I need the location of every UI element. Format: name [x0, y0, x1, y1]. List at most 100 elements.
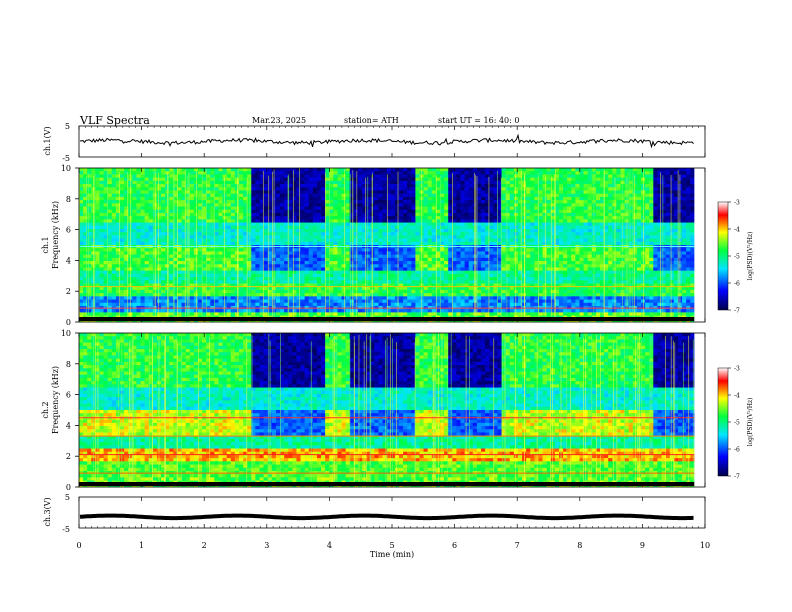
spec1-cell — [247, 264, 252, 268]
spec1-cell — [259, 228, 265, 233]
spec1-cell — [275, 187, 281, 191]
spec1-cell — [304, 212, 310, 217]
spec1-cell — [378, 264, 383, 268]
spec1-cell — [476, 184, 482, 188]
spec1-cell — [284, 174, 289, 179]
spec1-cell — [243, 171, 248, 175]
spec1-cell — [464, 212, 470, 217]
spec1-cell — [115, 219, 121, 223]
spec1-cell — [312, 228, 318, 233]
spec1-cell — [378, 206, 383, 211]
spec1-cell — [275, 254, 281, 259]
spec1-cell — [292, 209, 297, 214]
spec1-cell — [312, 190, 318, 195]
spec1-cell — [206, 309, 211, 313]
spec1-cell — [177, 312, 182, 316]
spec1-cell — [435, 171, 441, 175]
spec1-cell — [394, 235, 400, 239]
spec1-cell — [362, 302, 367, 307]
spec1-cell — [329, 200, 334, 204]
spec1-cell — [193, 232, 199, 236]
spec1-cell — [111, 270, 117, 275]
spec1-cell — [267, 225, 273, 230]
spec1-cell — [325, 225, 330, 230]
spec1-cell — [501, 206, 507, 211]
spec1-cell — [275, 209, 281, 214]
spec1-cell — [238, 238, 244, 243]
spec1-cell — [308, 228, 314, 233]
spec1-cell — [148, 238, 154, 243]
spec1-cell — [353, 235, 359, 239]
spec1-cell — [251, 277, 256, 281]
spec1-cell — [476, 203, 482, 207]
spec1-cell — [353, 286, 359, 291]
spec1-cell — [423, 299, 429, 304]
spec1-cell — [148, 248, 154, 252]
spec1-cell — [136, 270, 141, 275]
spec1-cell — [83, 309, 88, 313]
spec1-cell — [251, 225, 256, 230]
spec1-cell — [247, 174, 252, 179]
spec1-cell — [300, 264, 306, 268]
spec1-cell — [193, 289, 199, 294]
spec1-cell — [489, 277, 494, 281]
spec1-cell — [337, 267, 342, 272]
spec1-cell — [288, 254, 293, 259]
spec1-cell — [366, 187, 371, 191]
spec1-cell — [280, 235, 285, 239]
spec1-cell — [423, 171, 429, 175]
spec1-cell — [140, 261, 146, 265]
spec1-cell — [485, 171, 490, 175]
spec1-cell — [111, 193, 117, 198]
spec1-cell — [202, 312, 207, 316]
spec1-cell — [152, 193, 158, 198]
spec1-cell — [148, 289, 154, 294]
spec1-cell — [275, 222, 281, 227]
spec1-cell — [497, 200, 502, 204]
spec1-cell — [353, 280, 359, 284]
spec1-cell — [247, 273, 252, 278]
spec1-cell — [456, 273, 461, 278]
spec1-cell — [427, 302, 433, 307]
spec1-cell — [275, 270, 281, 275]
spec1-cell — [185, 302, 191, 307]
spec1-cell — [177, 206, 182, 211]
spec1-cell — [489, 312, 494, 316]
spec1-cell — [357, 251, 363, 256]
spec1-cell — [79, 251, 84, 256]
spec1-cell — [280, 187, 285, 191]
spec1-cell — [193, 286, 199, 291]
spec1-cell — [435, 190, 441, 195]
spec1-cell — [152, 257, 158, 262]
spec1-cell — [226, 248, 232, 252]
spec1-cell — [329, 293, 334, 297]
spec1-cell — [329, 190, 334, 195]
spec1-cell — [468, 174, 474, 179]
spec1-cell — [99, 312, 105, 316]
spec1-cell — [111, 225, 117, 230]
spec1-cell — [124, 261, 129, 265]
spec1-cell — [243, 196, 248, 201]
spec1-cell — [148, 212, 154, 217]
spec1-cell — [386, 264, 392, 268]
spec1-cell — [329, 174, 334, 179]
spec1-cell — [341, 219, 347, 223]
spec1-cell — [411, 206, 416, 211]
spec1-cell — [193, 225, 199, 230]
spec1-cell — [115, 222, 121, 227]
spec1-cell — [308, 174, 314, 179]
spec1-cell — [230, 264, 236, 268]
spec1-cell — [407, 296, 412, 300]
spec1-cell — [218, 232, 223, 236]
spec1-cell — [107, 264, 113, 268]
spec1-cell — [407, 273, 412, 278]
spec1-cell — [169, 251, 174, 256]
spec1-cell — [329, 270, 334, 275]
spec1-cell — [144, 216, 150, 220]
spec1-cell — [144, 277, 150, 281]
spec1-cell — [230, 168, 236, 172]
spec1-cell — [226, 238, 232, 243]
spec1-cell — [440, 177, 445, 182]
spec1-cell — [407, 235, 412, 239]
spec1-cell — [468, 232, 474, 236]
